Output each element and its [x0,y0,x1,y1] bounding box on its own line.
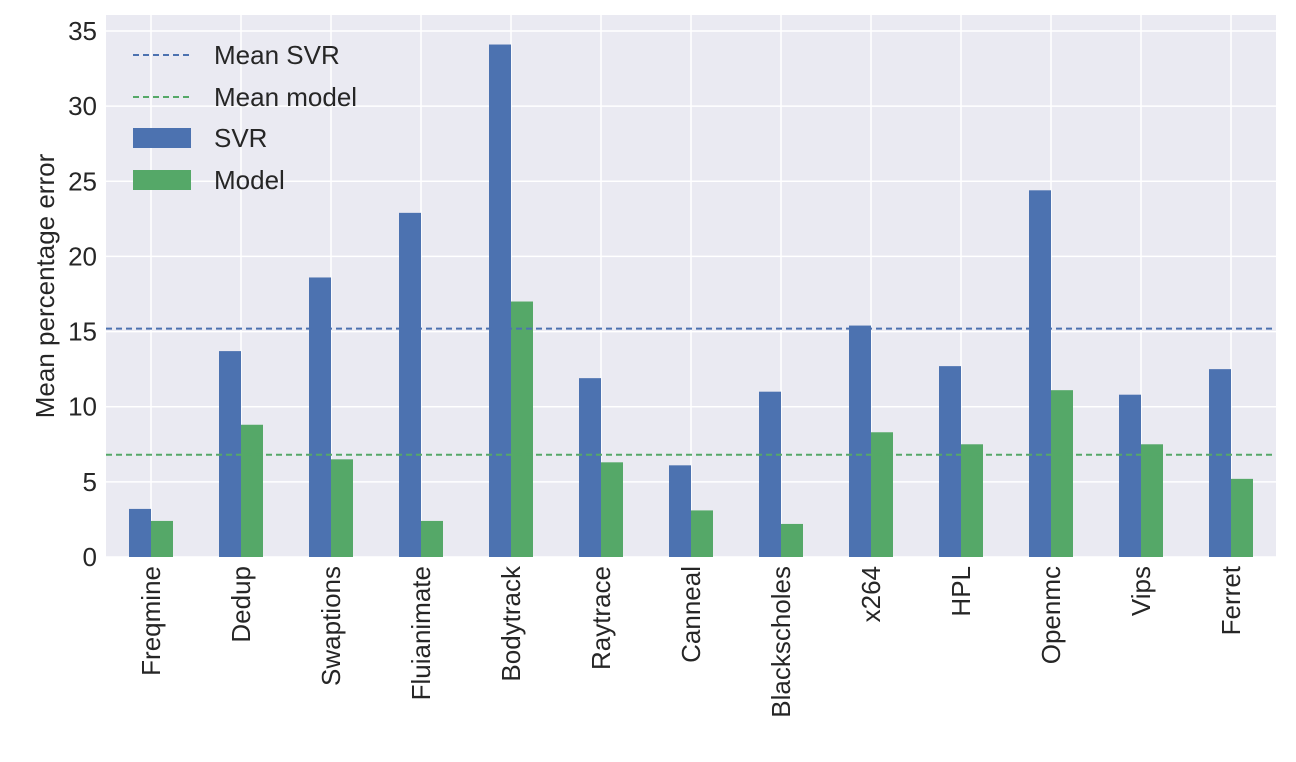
x-tick-label: Raytrace [586,566,616,670]
bar-model-ferret [1231,478,1253,557]
bar-svr-vips [1119,394,1141,557]
x-tick-label: Swaptions [316,566,346,686]
x-tick-labels: Freqmine Dedup Swaptions Fluianimate Bodytra… [136,565,1246,718]
legend-label-svr: SVR [214,123,267,153]
legend-swatch-svr [133,128,191,148]
bar-model-hpl [961,444,983,557]
y-tick-label: 20 [68,241,97,271]
x-tick-label: Fluianimate [406,566,436,700]
legend-label-mean-model: Mean model [214,82,357,112]
y-axis-label: Mean percentage error [30,153,60,418]
y-tick-label: 15 [68,317,97,347]
bar-svr-canneal [669,465,691,557]
x-tick-label: Canneal [676,566,706,663]
bar-model-swaptions [331,459,353,557]
legend-label-mean-svr: Mean SVR [214,40,340,70]
y-tick-label: 5 [83,467,97,497]
bar-model-vips [1141,444,1163,557]
bar-model-raytrace [601,462,623,557]
bar-model-openmc [1051,390,1073,557]
y-tick-label: 10 [68,392,97,422]
x-tick-label: Ferret [1216,565,1246,635]
bar-svr-hpl [939,366,961,557]
bar-model-bodytrack [511,301,533,557]
x-tick-label: Openmc [1036,566,1066,664]
y-tick-label: 35 [68,16,97,46]
bar-model-freqmine [151,520,173,557]
x-tick-label: Blackscholes [766,566,796,718]
bar-svr-bodytrack [489,44,511,558]
bar-svr-fluianimate [399,212,421,558]
legend-swatch-model [133,170,191,190]
bar-svr-ferret [1209,369,1231,557]
bar-model-x264 [871,432,893,557]
legend-label-model: Model [214,165,285,195]
bar-model-canneal [691,510,713,557]
x-tick-label: Vips [1126,566,1156,616]
bars [129,44,1253,558]
x-tick-label: Freqmine [136,566,166,676]
legend: Mean SVR Mean model SVR Model [133,40,357,195]
bar-svr-swaptions [309,277,331,557]
bar-model-blackscholes [781,523,803,557]
y-tick-label: 30 [68,91,97,121]
y-tick-label: 25 [68,166,97,196]
bar-svr-x264 [849,325,871,557]
x-tick-label: Dedup [226,566,256,643]
bar-model-fluianimate [421,520,443,557]
y-tick-label: 0 [83,542,97,572]
x-tick-label: Bodytrack [496,565,526,682]
reference-lines [106,327,1276,456]
bar-svr-blackscholes [759,391,781,557]
x-tick-label: x264 [856,566,886,622]
bar-model-dedup [241,424,263,557]
y-tick-labels: 0 5 10 15 20 25 30 35 [68,16,97,572]
bar-svr-openmc [1029,190,1051,557]
x-tick-label: HPL [946,566,976,617]
bar-svr-raytrace [579,378,601,557]
bar-svr-freqmine [129,508,151,557]
